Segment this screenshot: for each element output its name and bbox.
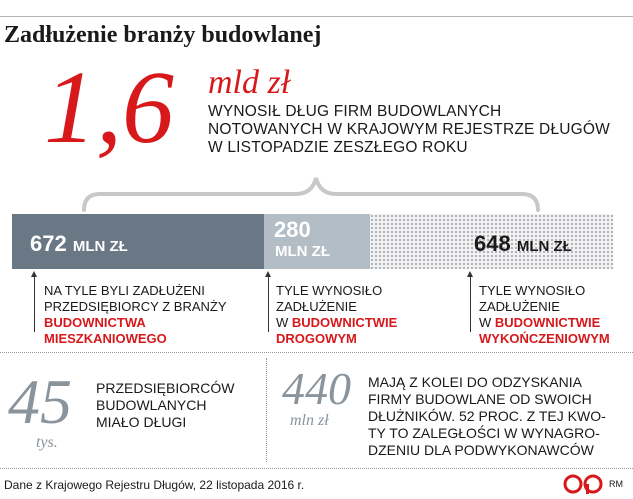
bar-value-unit: MLN ZŁ — [275, 243, 330, 260]
arrow-up-icon — [31, 271, 37, 277]
headline-value: 1,6 — [44, 50, 174, 165]
bar-value-unit: MLN ZŁ — [72, 238, 128, 255]
stat-line: PRZEDSIĘBIORCÓW — [96, 380, 235, 396]
note-prefix: W — [479, 315, 495, 330]
bar-segment-mieszkaniowe — [12, 214, 265, 269]
note-line: ZADŁUŻENIE — [479, 299, 560, 314]
stat-line: MAJĄ Z KOLEI DO ODZYSKANIA — [368, 374, 582, 390]
bar-segment-wykonczeniowe — [369, 214, 613, 269]
stat-line: DZENIU DLA PODWYKONAWCÓW — [368, 442, 594, 458]
stat-line: MIAŁO DŁUGI — [96, 414, 187, 430]
segment-note: NA TYLE BYLI ZADŁUŻENI PRZEDSIĘBIORCY Z … — [44, 283, 227, 347]
stat-unit: tys. — [36, 434, 58, 451]
stat-line: BUDOWLANYCH — [96, 397, 207, 413]
stat-description: PRZEDSIĘBIORCÓW BUDOWLANYCH MIAŁO DŁUGI — [96, 380, 234, 431]
leader-line — [268, 276, 269, 332]
divider — [0, 352, 633, 353]
note-line: TYLE WYNOSIŁO — [479, 283, 586, 298]
publisher-logo — [563, 474, 603, 494]
page-title: Zadłużenie branży budowlanej — [4, 22, 322, 48]
leader-line — [34, 276, 35, 332]
bar-value-label: 280 — [274, 217, 311, 242]
note-highlight: BUDOWNICTWIE — [494, 315, 601, 330]
note-line: W BUDOWNICTWIE — [479, 315, 610, 331]
headline-description-line: NOTOWANYCH W KRAJOWYM REJESTRZE DŁUGÓW — [208, 121, 610, 138]
bar-value-label: 672 MLN ZŁ — [30, 231, 128, 257]
headline-description-line: WYNOSIŁ DŁUG FIRM BUDOWLANYCH — [208, 103, 502, 120]
leader-line — [470, 276, 471, 332]
note-line: NA TYLE BYLI ZADŁUŻENI — [44, 283, 205, 298]
bar-value-label: 648 MLN ZŁ — [474, 231, 572, 257]
note-highlight: MIESZKANIOWEGO — [44, 331, 167, 346]
bar-value-number: 648 — [474, 231, 511, 256]
headline-description: WYNOSIŁ DŁUG FIRM BUDOWLANYCH NOTOWANYCH… — [208, 103, 610, 157]
divider — [0, 468, 633, 469]
arrow-up-icon — [467, 271, 473, 277]
segment-note: TYLE WYNOSIŁO ZADŁUŻENIE W BUDOWNICTWIE … — [479, 283, 610, 347]
stat-line: FIRMY BUDOWLANE OD SWOICH — [368, 391, 592, 407]
stat-unit: mln zł — [290, 412, 329, 429]
note-line: PRZEDSIĘBIORCY Z BRANŻY — [44, 299, 227, 314]
segment-note: TYLE WYNOSIŁO ZADŁUŻENIE W BUDOWNICTWIE … — [276, 283, 397, 347]
top-rule — [0, 16, 633, 17]
arrow-up-icon — [265, 271, 271, 277]
note-line: ZADŁUŻENIE — [276, 299, 357, 314]
note-highlight: DROGOWYM — [276, 331, 357, 346]
note-highlight: BUDOWNICTWIE — [291, 315, 398, 330]
stat-line: TY TO ZALEGŁOŚCI W WYNAGRO- — [368, 425, 600, 441]
note-line: W BUDOWNICTWIE — [276, 315, 397, 331]
bar-segment-drogowe — [264, 214, 370, 269]
divider — [266, 358, 267, 462]
note-highlight: BUDOWNICTWA — [44, 315, 146, 330]
stat-value: 440 — [282, 363, 351, 414]
stat-line: DŁUŻNIKÓW. 52 PROC. Z TEJ KWO- — [368, 408, 606, 424]
author-credit: RM — [609, 479, 623, 489]
stat-description: MAJĄ Z KOLEI DO ODZYSKANIA FIRMY BUDOWLA… — [368, 374, 606, 459]
headline-unit: mld zł — [208, 64, 291, 101]
source-note: Dane z Krajowego Rejestru Długów, 22 lis… — [4, 478, 305, 492]
brace-icon — [82, 177, 540, 212]
note-prefix: W — [276, 315, 292, 330]
note-line: TYLE WYNOSIŁO — [276, 283, 383, 298]
bar-value-unit: MLN ZŁ — [516, 238, 572, 255]
note-highlight: WYKOŃCZENIOWYM — [479, 331, 610, 346]
stat-value: 45 — [8, 366, 72, 437]
bar-value-number: 672 — [30, 231, 67, 256]
headline-description-line: W LISTOPADZIE ZESZŁEGO ROKU — [208, 139, 468, 156]
